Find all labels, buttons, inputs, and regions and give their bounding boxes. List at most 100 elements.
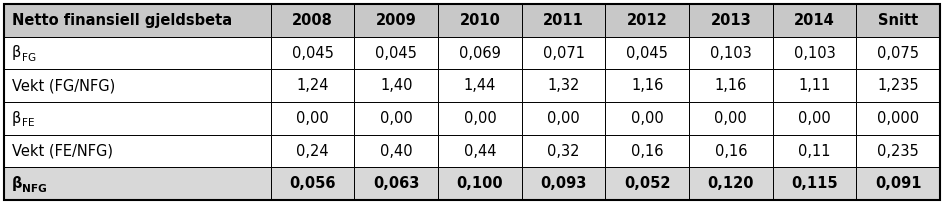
Text: 0,00: 0,00 — [715, 111, 748, 126]
Bar — [522, 4, 605, 37]
Bar — [4, 37, 271, 69]
Bar — [271, 37, 354, 69]
Text: 0,000: 0,000 — [877, 111, 919, 126]
Text: 1,44: 1,44 — [464, 78, 497, 93]
Text: 0,44: 0,44 — [464, 143, 497, 159]
Text: 0,100: 0,100 — [457, 176, 503, 191]
Text: 0,00: 0,00 — [464, 111, 497, 126]
Text: 0,103: 0,103 — [710, 45, 751, 61]
Bar — [773, 37, 856, 69]
Bar — [354, 37, 438, 69]
Bar — [605, 4, 689, 37]
Bar — [689, 102, 773, 135]
Bar — [773, 4, 856, 37]
Text: 0,103: 0,103 — [794, 45, 835, 61]
Text: 0,00: 0,00 — [379, 111, 413, 126]
Bar — [4, 167, 271, 200]
Bar — [689, 135, 773, 167]
Bar — [438, 69, 522, 102]
Bar — [856, 102, 940, 135]
Bar — [4, 69, 271, 102]
Bar — [438, 167, 522, 200]
Bar — [522, 69, 605, 102]
Bar — [856, 135, 940, 167]
Text: FG: FG — [22, 53, 36, 63]
Text: 0,120: 0,120 — [708, 176, 754, 191]
Text: 0,40: 0,40 — [379, 143, 413, 159]
Bar — [271, 135, 354, 167]
Text: FE: FE — [22, 118, 35, 128]
Bar — [438, 102, 522, 135]
Text: 0,075: 0,075 — [877, 45, 919, 61]
Bar — [271, 4, 354, 37]
Bar — [689, 37, 773, 69]
Bar — [354, 167, 438, 200]
Text: Vekt (FG/NFG): Vekt (FG/NFG) — [12, 78, 115, 93]
Text: 0,235: 0,235 — [877, 143, 919, 159]
Text: 2009: 2009 — [376, 13, 416, 28]
Bar — [438, 37, 522, 69]
Bar — [856, 69, 940, 102]
Bar — [522, 167, 605, 200]
Text: 0,091: 0,091 — [875, 176, 921, 191]
Text: 2013: 2013 — [711, 13, 751, 28]
Text: NFG: NFG — [22, 184, 47, 194]
Bar — [522, 102, 605, 135]
Bar — [773, 135, 856, 167]
Text: Vekt (FE/NFG): Vekt (FE/NFG) — [12, 143, 113, 159]
Text: 0,045: 0,045 — [626, 45, 668, 61]
Bar — [271, 167, 354, 200]
Text: 1,16: 1,16 — [631, 78, 664, 93]
Text: 2011: 2011 — [543, 13, 584, 28]
Text: 0,00: 0,00 — [798, 111, 831, 126]
Text: 0,063: 0,063 — [373, 176, 419, 191]
Bar — [605, 37, 689, 69]
Text: 0,069: 0,069 — [459, 45, 501, 61]
Text: 0,056: 0,056 — [290, 176, 336, 191]
Bar — [522, 37, 605, 69]
Text: 2010: 2010 — [460, 13, 500, 28]
Text: 2012: 2012 — [627, 13, 667, 28]
Text: 0,00: 0,00 — [296, 111, 329, 126]
Bar — [689, 4, 773, 37]
Bar — [4, 4, 271, 37]
Bar — [605, 167, 689, 200]
Bar — [856, 37, 940, 69]
Bar — [354, 102, 438, 135]
Text: 0,11: 0,11 — [799, 143, 831, 159]
Text: Netto finansiell gjeldsbeta: Netto finansiell gjeldsbeta — [12, 13, 232, 28]
Bar — [689, 69, 773, 102]
Bar — [522, 135, 605, 167]
Text: β: β — [12, 111, 22, 126]
Bar — [605, 135, 689, 167]
Bar — [773, 167, 856, 200]
Bar — [4, 135, 271, 167]
Bar — [856, 4, 940, 37]
Text: 0,00: 0,00 — [631, 111, 664, 126]
Bar — [4, 102, 271, 135]
Bar — [354, 69, 438, 102]
Bar — [438, 135, 522, 167]
Bar — [689, 167, 773, 200]
Text: 1,40: 1,40 — [380, 78, 413, 93]
Text: β: β — [12, 45, 22, 61]
Bar — [773, 102, 856, 135]
Text: β: β — [12, 176, 23, 191]
Text: 0,24: 0,24 — [296, 143, 329, 159]
Text: 0,115: 0,115 — [791, 176, 838, 191]
Text: 1,235: 1,235 — [877, 78, 919, 93]
Text: 0,32: 0,32 — [548, 143, 580, 159]
Text: 1,16: 1,16 — [715, 78, 747, 93]
Text: 0,093: 0,093 — [540, 176, 587, 191]
Text: 0,045: 0,045 — [292, 45, 333, 61]
Bar — [354, 135, 438, 167]
Text: 0,16: 0,16 — [715, 143, 747, 159]
Text: 0,00: 0,00 — [548, 111, 580, 126]
Text: Snitt: Snitt — [878, 13, 919, 28]
Text: 0,071: 0,071 — [543, 45, 584, 61]
Text: 0,16: 0,16 — [631, 143, 664, 159]
Bar — [773, 69, 856, 102]
Bar — [271, 102, 354, 135]
Text: 1,32: 1,32 — [548, 78, 580, 93]
Text: 0,052: 0,052 — [624, 176, 670, 191]
